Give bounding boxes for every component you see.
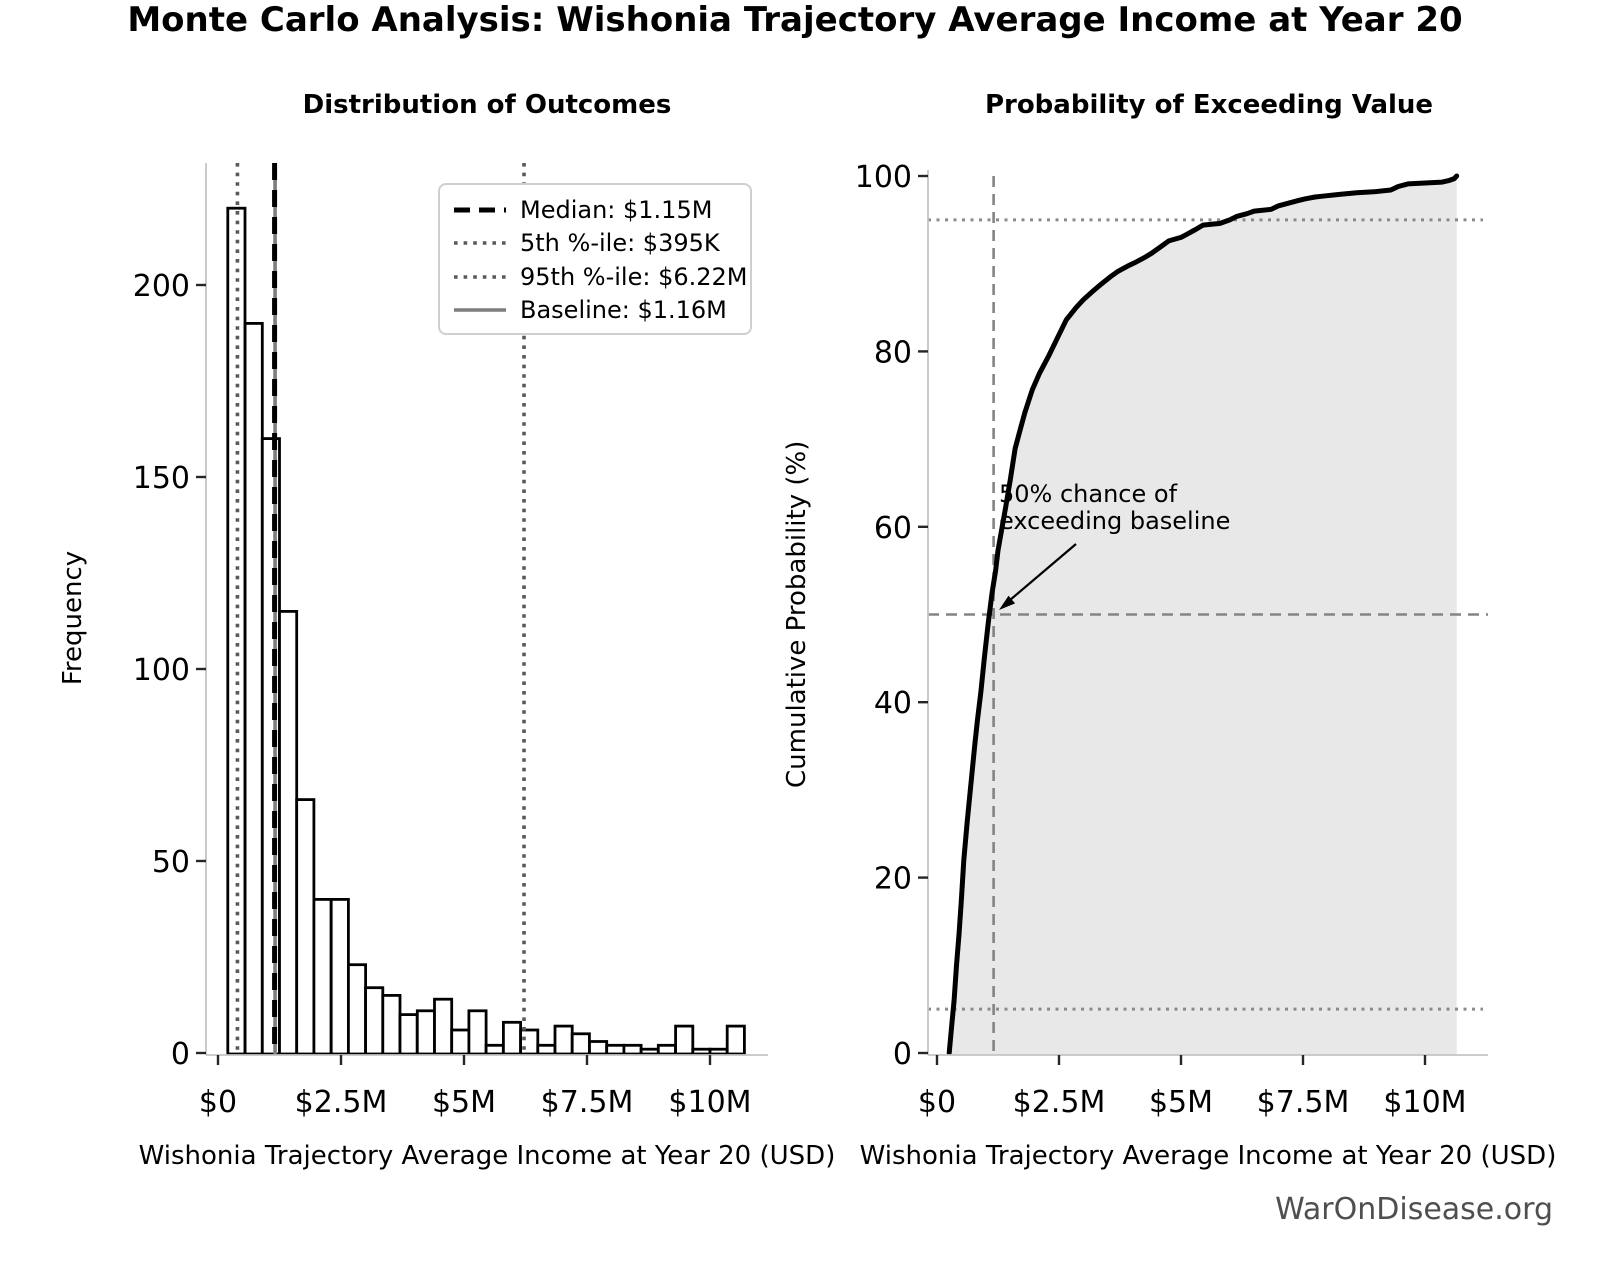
cdf-curve — [946, 173, 1460, 1056]
histogram-x-tick-label: $10M — [668, 1085, 751, 1120]
histogram-bar — [295, 798, 316, 1056]
histogram-bar — [398, 1013, 419, 1056]
histogram-bar — [450, 1028, 471, 1056]
histogram-x-tick-label: $5M — [432, 1085, 496, 1120]
histogram-bar — [467, 1009, 488, 1056]
histogram-y-tick-label: 150 — [133, 461, 190, 496]
histogram-bar — [226, 206, 247, 1056]
legend-line-sample-dotted-gray — [454, 241, 506, 246]
annotation-line-2: exceeding baseline — [999, 507, 1231, 535]
histogram-bar — [329, 898, 350, 1056]
watermark-text: WarOnDisease.org — [1275, 1192, 1553, 1227]
legend-item-label: 95th %-ile: $6.22M — [520, 262, 748, 291]
histogram-bar — [364, 986, 385, 1056]
annotation-50pct-baseline: 50% chance of exceeding baseline — [999, 481, 1230, 535]
histogram-y-tick-label: 50 — [152, 845, 190, 880]
cdf-y-tick-label: 80 — [874, 335, 912, 370]
histogram-bar — [674, 1024, 695, 1056]
histogram-bar — [519, 1028, 540, 1056]
histogram-bar — [312, 898, 333, 1056]
histogram-bar — [381, 994, 402, 1056]
annotation-arrow-head — [999, 595, 1016, 610]
legend-item: Median: $1.15M — [454, 193, 740, 227]
cdf-y-tick-label: 20 — [874, 862, 912, 897]
histogram-y-tick-label: 100 — [133, 653, 190, 688]
legend: Median: $1.15M 5th %-ile: $395K 95th %-ile… — [438, 183, 752, 335]
cdf-x-tick-label: $0 — [918, 1085, 956, 1120]
histogram-y-axis-label: Frequency — [58, 550, 88, 686]
legend-item: 5th %-ile: $395K — [454, 227, 740, 261]
histogram-bar — [243, 321, 264, 1056]
legend-item-label: 5th %-ile: $395K — [520, 229, 720, 258]
histogram-bar — [725, 1024, 746, 1056]
cdf-x-axis-label: Wishonia Trajectory Average Income at Ye… — [859, 1141, 1557, 1171]
histogram-x-tick-label: $7.5M — [541, 1085, 634, 1120]
histogram-bar — [588, 1040, 609, 1056]
cdf-x-tick-label: $5M — [1149, 1085, 1213, 1120]
histogram-bar — [346, 963, 367, 1056]
histogram-bar — [691, 1047, 712, 1056]
histogram-bar — [484, 1043, 505, 1056]
cdf-subplot-title: Probability of Exceeding Value — [984, 90, 1434, 120]
histogram-y-tick-label: 200 — [133, 269, 190, 304]
histogram-x-tick-label: $0 — [199, 1085, 237, 1120]
histogram-bar — [570, 1032, 591, 1056]
histogram-x-tick-label: $2.5M — [295, 1085, 388, 1120]
cdf-y-axis-label: Cumulative Probability (%) — [782, 440, 812, 788]
annotation-arrow-line — [1002, 543, 1077, 607]
histogram-bar — [415, 1009, 436, 1056]
cdf-x-tick-label: $7.5M — [1257, 1085, 1350, 1120]
cdf-y-tick-label: 100 — [855, 160, 912, 195]
histogram-subplot-title: Distribution of Outcomes — [302, 90, 672, 120]
legend-line-sample-dotted-gray — [454, 274, 506, 279]
cdf-y-tick-label: 60 — [874, 511, 912, 546]
cdf-x-tick-label: $10M — [1383, 1085, 1466, 1120]
legend-line-sample-dashed-black — [454, 207, 506, 213]
legend-item-label: Baseline: $1.16M — [520, 296, 727, 325]
histogram-bar — [605, 1043, 626, 1056]
histogram-bar — [278, 610, 299, 1056]
legend-item: 95th %-ile: $6.22M — [454, 260, 747, 294]
histogram-bar — [656, 1043, 677, 1056]
histogram-bar — [501, 1020, 522, 1056]
cdf-y-tick-label: 0 — [893, 1037, 912, 1072]
histogram-y-tick-label: 0 — [171, 1037, 190, 1072]
histogram-bar — [708, 1047, 729, 1056]
histogram-bar — [639, 1047, 660, 1056]
histogram-bar — [622, 1043, 643, 1056]
legend-item-label: Median: $1.15M — [520, 195, 713, 224]
legend-item: Baseline: $1.16M — [454, 294, 740, 328]
cdf-x-tick-label: $2.5M — [1013, 1085, 1106, 1120]
legend-line-sample-solid-gray — [454, 308, 506, 313]
histogram-bar — [553, 1024, 574, 1056]
cdf-y-tick-label: 40 — [874, 686, 912, 721]
histogram-x-axis-label: Wishonia Trajectory Average Income at Ye… — [138, 1141, 836, 1171]
annotation-line-1: 50% chance of — [999, 480, 1178, 508]
histogram-bar — [433, 997, 454, 1056]
figure-title: Monte Carlo Analysis: Wishonia Trajector… — [127, 0, 1463, 40]
histogram-bar — [536, 1043, 557, 1056]
